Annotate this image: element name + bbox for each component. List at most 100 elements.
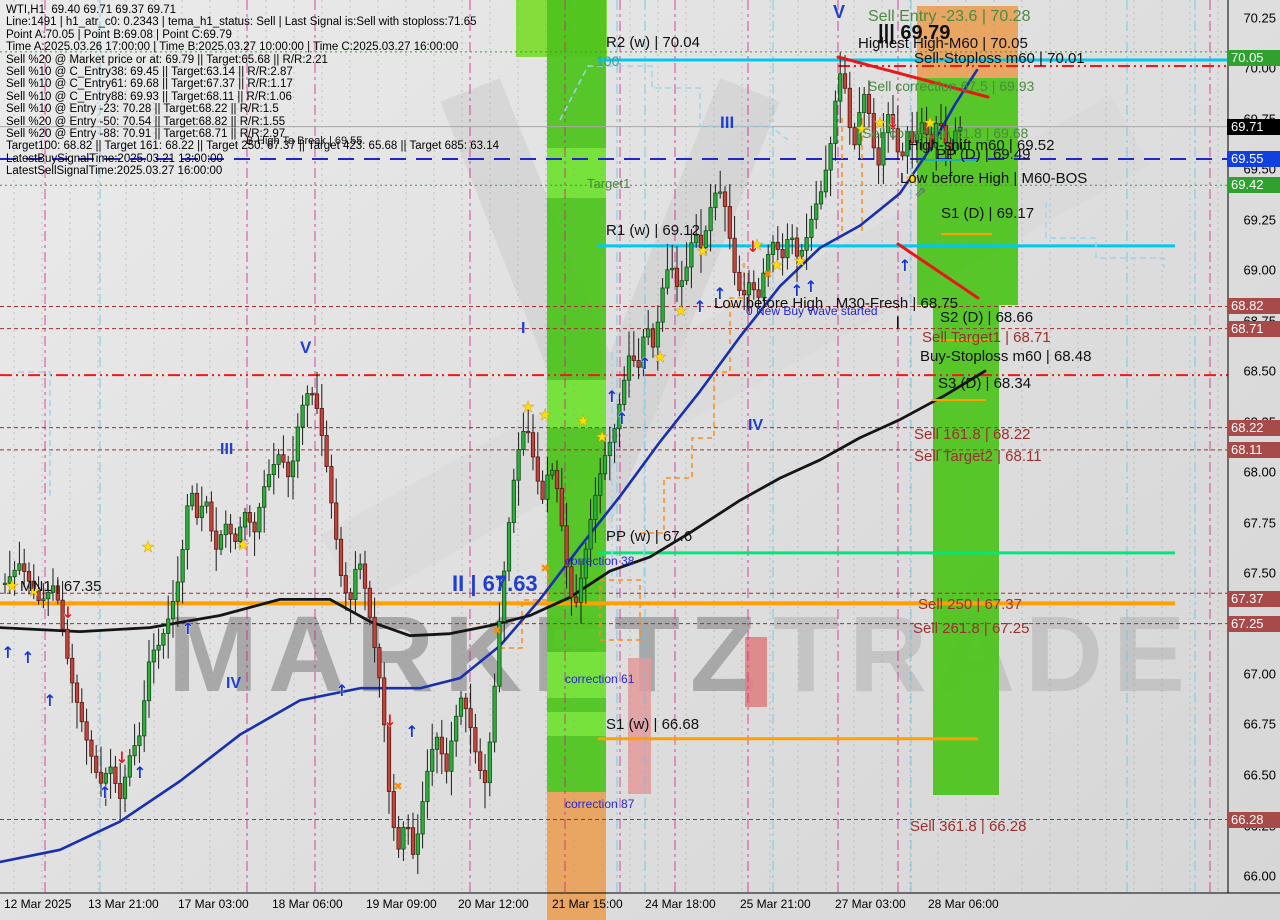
star-signal-icon: ★: [142, 539, 155, 555]
candle-bull: [790, 237, 795, 240]
time-label: 12 Mar 2025: [4, 897, 72, 911]
candle-bear: [938, 123, 944, 127]
candle-bull: [108, 766, 113, 774]
candle-bull: [578, 577, 584, 603]
candle-bull: [703, 230, 708, 248]
mn1-label: MN1 | 67.35: [20, 578, 102, 595]
ma-blue: [0, 68, 979, 864]
candle-bear: [698, 234, 704, 248]
wave-v-top: V: [833, 2, 846, 22]
left-band-bottom-orange: [547, 792, 606, 920]
candle-bear: [377, 647, 382, 679]
candle-bear: [631, 355, 636, 361]
buy-arrow-icon: ↑: [804, 277, 817, 296]
candle-bear: [530, 432, 536, 458]
buy-arrow-icon: ↑: [615, 409, 628, 428]
price-tick: 67.50: [1243, 565, 1276, 581]
candle-bear: [281, 454, 286, 463]
candle-bull: [50, 585, 56, 593]
candle-bear: [98, 771, 104, 784]
candle-bull: [502, 570, 507, 622]
candle-bull: [828, 143, 833, 171]
candle-bear: [343, 575, 348, 594]
wave-iv-left: IV: [226, 675, 242, 692]
candle-bull: [497, 621, 502, 687]
candle-bull: [958, 126, 963, 132]
candle-bear: [574, 596, 579, 603]
time-label: 17 Mar 03:00: [178, 897, 249, 911]
candle-bull: [271, 464, 276, 476]
candle-bull: [622, 379, 627, 405]
low-before-high-m60: Low before High | M60-BOS: [900, 170, 1088, 187]
left-band-stripe3: [547, 652, 606, 698]
wave-iv-mid: IV: [748, 417, 764, 434]
candle-bull: [122, 776, 128, 799]
price-tick: 68.00: [1243, 464, 1276, 480]
candle-bull: [545, 474, 550, 500]
price-tick: 67.00: [1243, 666, 1276, 682]
candle-bear: [228, 523, 233, 535]
time-axis[interactable]: 12 Mar 2025 13 Mar 21:00 17 Mar 03:00 18 Ma…: [0, 895, 1280, 920]
info-line-4: Time A:2025.03.26 17:00:00 | Time B:2025…: [6, 41, 459, 54]
candle-bull: [598, 473, 603, 496]
candle-bull: [132, 745, 137, 757]
candle-bear: [674, 267, 680, 287]
candle-bear: [559, 488, 564, 527]
buy-arrow-icon: ↑: [605, 387, 618, 406]
ne-arrow-icon: ⇗: [914, 184, 927, 201]
candle-bear: [22, 563, 27, 572]
candle-bull: [358, 563, 363, 570]
stop-x-icon: ✖: [540, 562, 549, 575]
candle-bear: [74, 682, 80, 703]
price-axis[interactable]: 70.2570.0069.7569.5069.2569.0068.7568.50…: [1227, 0, 1280, 893]
candle-bear: [871, 113, 876, 149]
sell-arrow-icon: ↓: [115, 748, 128, 767]
candle-bear: [943, 125, 948, 144]
candle-bull: [857, 112, 862, 146]
candle-bull: [454, 715, 459, 742]
stop-x-icon: ✖: [763, 268, 772, 281]
candle-bull: [766, 254, 771, 274]
buy-arrow-icon: ↑: [1, 643, 14, 662]
candle-bull: [420, 801, 425, 835]
candle-bull: [881, 132, 886, 166]
high-shift-label: High-shift m60 | 69.52: [908, 137, 1055, 154]
candle-bull: [170, 600, 176, 620]
wave-iii-price: ||| 69.79: [878, 22, 951, 44]
candle-bear: [89, 739, 94, 757]
price-tick: 67.75: [1243, 515, 1276, 531]
sell-correction-618: Sell correction 61.8 | 69.68: [862, 125, 1029, 141]
info-line-14: LatestSellSignalTime:2025.03.27 16:00:00: [6, 165, 223, 178]
sell-stoploss-label: Sell-Stoploss m60 | 70.01: [914, 50, 1085, 67]
candle-bull: [41, 598, 46, 601]
candle-bull: [770, 241, 776, 255]
candle-bear: [410, 827, 416, 855]
red-trend-top: [836, 55, 990, 99]
buy-arrow-icon: ↑: [898, 256, 911, 275]
candle-bull: [718, 191, 723, 194]
buy-arrow-icon: ↑: [713, 284, 726, 303]
candle-bear: [478, 751, 483, 771]
candle-bull: [430, 748, 435, 772]
candle-bull: [761, 272, 766, 298]
candle-bull: [46, 591, 51, 600]
sell-entry-label: Sell Entry -23.6 | 70.28: [868, 8, 1031, 25]
star-signal-icon: ★: [697, 243, 710, 259]
info-line-7: Sell %10 @ C_Entry61: 69.68 || Target:67…: [6, 78, 293, 91]
candle-bull: [679, 280, 684, 287]
candle-bear: [36, 590, 41, 601]
candle-bull: [295, 426, 300, 462]
channel-blue-right: [1045, 202, 1165, 268]
candle-bull: [914, 133, 920, 144]
wave-iii-left: III: [220, 441, 234, 458]
s1-weekly-label: S1 (w) | 66.68: [606, 716, 700, 733]
info-line-1: WTI,H1 69.40 69.71 69.37 69.71: [6, 4, 177, 16]
candle-bull: [670, 267, 675, 271]
star-signal-icon: ★: [906, 171, 919, 187]
stop-x-icon: ✖: [492, 624, 501, 637]
candle-bull: [708, 207, 713, 232]
price-tick: 66.00: [1243, 868, 1276, 884]
pp-daily-label: PP (D) | 69.49: [936, 146, 1031, 163]
candle-bull: [262, 486, 267, 508]
